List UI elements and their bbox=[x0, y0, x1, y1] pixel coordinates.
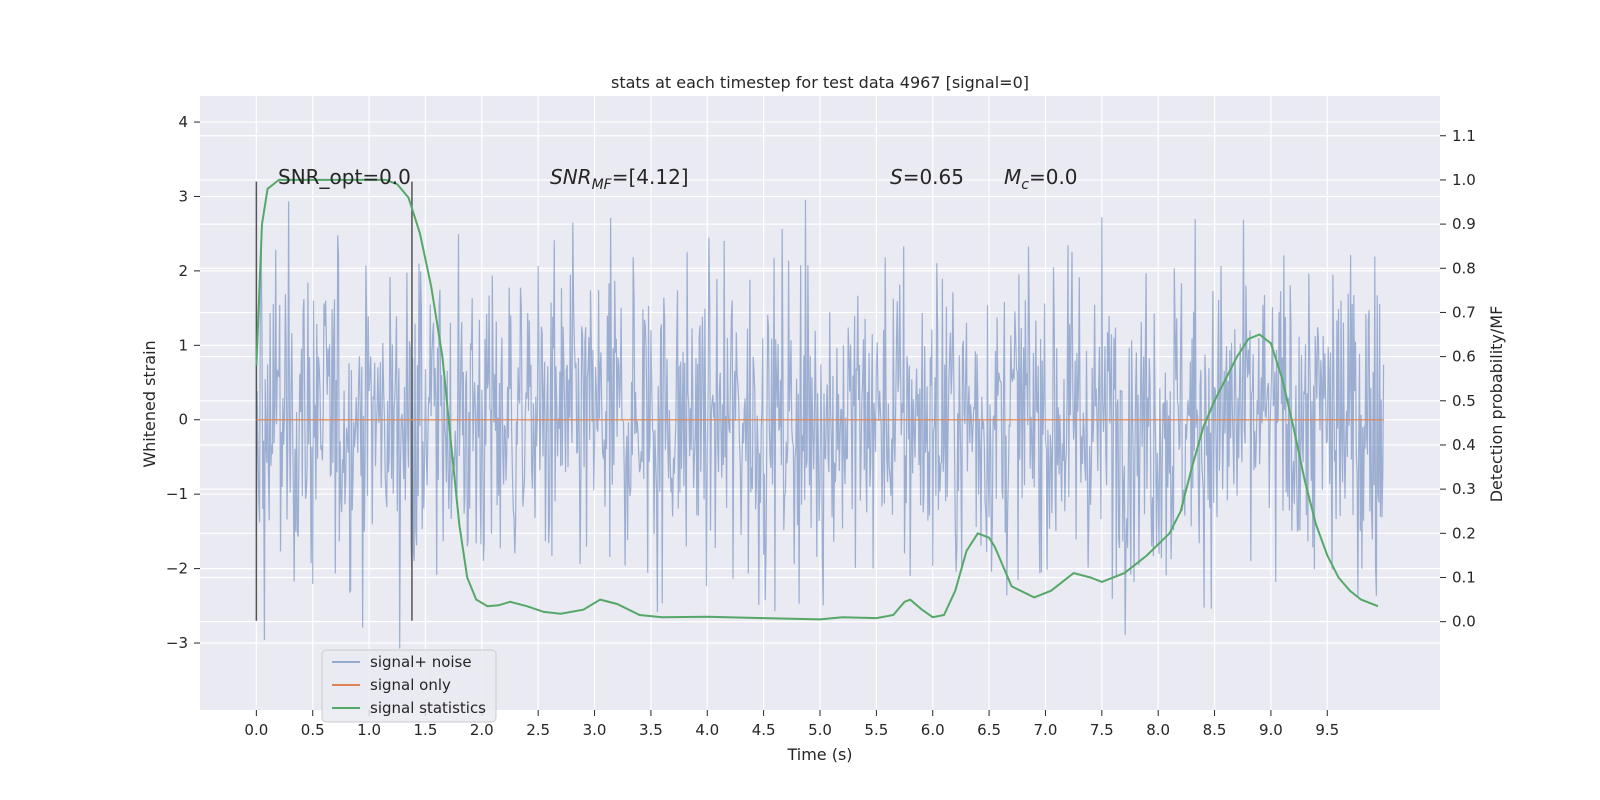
vertical-markers bbox=[255, 181, 413, 621]
x-tick-label: 0.5 bbox=[301, 721, 325, 739]
y-tick-label-left: 0 bbox=[178, 411, 188, 429]
y-tick-label-right: 0.0 bbox=[1452, 613, 1476, 631]
noise-trace bbox=[255, 199, 1385, 649]
mc-label: M bbox=[1004, 165, 1021, 189]
snr-opt-annotation: SNR_opt=0.0 bbox=[278, 165, 411, 189]
x-tick-label: 9.5 bbox=[1315, 721, 1339, 739]
x-tick-label: 1.0 bbox=[357, 721, 381, 739]
y-tick-labels-right: 1.1 1.0 0.9 0.8 0.7 0.6 0.5 0.4 0.3 0.2 0.1 0.0 bbox=[1440, 127, 1476, 631]
y-tick-label-right: 0.2 bbox=[1452, 524, 1476, 542]
x-tick-label: 6.5 bbox=[977, 721, 1001, 739]
x-axis-label: Time (s) bbox=[786, 745, 852, 764]
s-value: =0.65 bbox=[903, 165, 964, 189]
x-tick-label: 7.5 bbox=[1090, 721, 1114, 739]
y-tick-label-left: −2 bbox=[166, 560, 188, 578]
s-label: S bbox=[890, 165, 903, 189]
x-tick-label: 6.0 bbox=[921, 721, 945, 739]
snr-mf-prefix: SNR bbox=[550, 165, 592, 189]
signal-statistics-line bbox=[255, 178, 1379, 621]
x-tick-label: 4.0 bbox=[695, 721, 719, 739]
x-tick-label: 2.0 bbox=[470, 721, 494, 739]
y-tick-label-right: 0.4 bbox=[1452, 436, 1476, 454]
x-tick-label: 1.5 bbox=[414, 721, 438, 739]
chart-title: stats at each timestep for test data 496… bbox=[611, 73, 1029, 92]
signal-statistics-series bbox=[255, 178, 1379, 621]
s-annotation: S=0.65 bbox=[890, 165, 964, 189]
signal-noise-series bbox=[255, 199, 1385, 649]
legend-label-statistics: signal statistics bbox=[370, 699, 486, 717]
y-tick-labels-left: 4 3 2 1 0 −1 −2 −3 bbox=[166, 113, 200, 652]
y-axis-label-left: Whitened strain bbox=[140, 340, 159, 467]
mc-subscript: c bbox=[1021, 177, 1029, 193]
x-tick-label: 5.0 bbox=[808, 721, 832, 739]
y-tick-label-right: 0.5 bbox=[1452, 392, 1476, 410]
x-tick-label: 9.0 bbox=[1259, 721, 1283, 739]
x-tick-label: 0.0 bbox=[244, 721, 268, 739]
y-tick-label-right: 0.9 bbox=[1452, 215, 1476, 233]
y-tick-label-left: 3 bbox=[178, 187, 188, 205]
y-tick-label-right: 0.6 bbox=[1452, 348, 1476, 366]
x-tick-label: 5.5 bbox=[864, 721, 888, 739]
x-tick-label: 4.5 bbox=[752, 721, 776, 739]
legend-box bbox=[321, 649, 497, 723]
y-tick-label-left: −1 bbox=[166, 485, 188, 503]
legend: signal+ noise signal only signal statist… bbox=[321, 649, 497, 723]
y-tick-label-left: 4 bbox=[178, 113, 188, 131]
x-tick-label: 8.0 bbox=[1146, 721, 1170, 739]
y-axis-label-right: Detection probability/MF bbox=[1487, 306, 1506, 503]
x-tick-label: 7.0 bbox=[1034, 721, 1058, 739]
y-tick-label-left: 2 bbox=[178, 262, 188, 280]
mc-annotation: Mc=0.0 bbox=[1004, 165, 1078, 193]
y-tick-label-right: 0.8 bbox=[1452, 259, 1476, 277]
snr-mf-annotation: SNRMF=[4.12] bbox=[550, 165, 689, 193]
y-tick-label-left: −3 bbox=[166, 634, 188, 652]
snr-mf-value: =[4.12] bbox=[612, 165, 689, 189]
y-tick-label-right: 1.1 bbox=[1452, 127, 1476, 145]
x-tick-label: 8.5 bbox=[1203, 721, 1227, 739]
x-tick-label: 2.5 bbox=[526, 721, 550, 739]
legend-label-signal: signal only bbox=[370, 676, 451, 694]
legend-label-noise: signal+ noise bbox=[370, 653, 472, 671]
x-tick-label: 3.5 bbox=[639, 721, 663, 739]
x-tick-labels: 0.0 0.5 1.0 1.5 2.0 2.5 3.0 3.5 4.0 4.5 5.0 5.5 6.0 6… bbox=[244, 710, 1339, 739]
y-tick-label-right: 0.3 bbox=[1452, 480, 1476, 498]
x-tick-label: 3.0 bbox=[583, 721, 607, 739]
snr-mf-subscript: MF bbox=[592, 177, 613, 193]
y-tick-label-right: 0.7 bbox=[1452, 303, 1476, 321]
y-tick-label-right: 0.1 bbox=[1452, 568, 1476, 586]
y-tick-label-right: 1.0 bbox=[1452, 171, 1476, 189]
mc-value: =0.0 bbox=[1029, 165, 1078, 189]
y-tick-label-left: 1 bbox=[178, 336, 188, 354]
